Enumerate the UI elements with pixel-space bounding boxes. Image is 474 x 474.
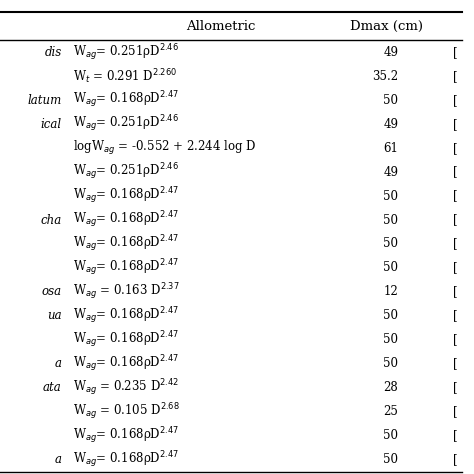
Text: latum: latum: [27, 94, 62, 107]
Text: [: [: [453, 333, 457, 346]
Text: a: a: [55, 357, 62, 370]
Text: W$_{ag}$= 0.251ρD$^{2.46}$: W$_{ag}$= 0.251ρD$^{2.46}$: [73, 114, 179, 135]
Text: W$_{ag}$ = 0.235 D$^{2.42}$: W$_{ag}$ = 0.235 D$^{2.42}$: [73, 377, 180, 398]
Text: [: [: [453, 310, 457, 322]
Text: Dmax (cm): Dmax (cm): [350, 19, 423, 33]
Text: 50: 50: [383, 453, 398, 466]
Text: W$_{ag}$= 0.168ρD$^{2.47}$: W$_{ag}$= 0.168ρD$^{2.47}$: [73, 210, 180, 230]
Text: W$_{t}$ = 0.291 D$^{2.260}$: W$_{t}$ = 0.291 D$^{2.260}$: [73, 67, 177, 86]
Text: 50: 50: [383, 94, 398, 107]
Text: 28: 28: [383, 381, 398, 394]
Text: W$_{ag}$= 0.168ρD$^{2.47}$: W$_{ag}$= 0.168ρD$^{2.47}$: [73, 329, 180, 350]
Text: cha: cha: [40, 213, 62, 227]
Text: [: [: [453, 142, 457, 155]
Text: W$_{ag}$ = 0.105 D$^{2.68}$: W$_{ag}$ = 0.105 D$^{2.68}$: [73, 401, 180, 422]
Text: 50: 50: [383, 333, 398, 346]
Text: Allometric: Allometric: [186, 19, 255, 33]
Text: [: [: [453, 94, 457, 107]
Text: W$_{ag}$= 0.168ρD$^{2.47}$: W$_{ag}$= 0.168ρD$^{2.47}$: [73, 186, 180, 206]
Text: [: [: [453, 285, 457, 299]
Text: [: [: [453, 190, 457, 202]
Text: W$_{ag}$= 0.168ρD$^{2.47}$: W$_{ag}$= 0.168ρD$^{2.47}$: [73, 90, 180, 110]
Text: [: [: [453, 46, 457, 59]
Text: [: [: [453, 118, 457, 131]
Text: W$_{ag}$= 0.251ρD$^{2.46}$: W$_{ag}$= 0.251ρD$^{2.46}$: [73, 162, 179, 182]
Text: 50: 50: [383, 310, 398, 322]
Text: 50: 50: [383, 262, 398, 274]
Text: W$_{ag}$= 0.168ρD$^{2.47}$: W$_{ag}$= 0.168ρD$^{2.47}$: [73, 306, 180, 326]
Text: 61: 61: [383, 142, 398, 155]
Text: W$_{ag}$= 0.251ρD$^{2.46}$: W$_{ag}$= 0.251ρD$^{2.46}$: [73, 42, 179, 63]
Text: logW$_{ag}$ = -0.552 + 2.244 log D: logW$_{ag}$ = -0.552 + 2.244 log D: [73, 139, 257, 157]
Text: 50: 50: [383, 357, 398, 370]
Text: [: [: [453, 381, 457, 394]
Text: 50: 50: [383, 237, 398, 250]
Text: 49: 49: [383, 118, 398, 131]
Text: [: [: [453, 405, 457, 418]
Text: [: [: [453, 165, 457, 179]
Text: [: [: [453, 237, 457, 250]
Text: 49: 49: [383, 165, 398, 179]
Text: W$_{ag}$= 0.168ρD$^{2.47}$: W$_{ag}$= 0.168ρD$^{2.47}$: [73, 234, 180, 254]
Text: [: [: [453, 213, 457, 227]
Text: W$_{ag}$= 0.168ρD$^{2.47}$: W$_{ag}$= 0.168ρD$^{2.47}$: [73, 354, 180, 374]
Text: 50: 50: [383, 190, 398, 202]
Text: [: [: [453, 453, 457, 466]
Text: 25: 25: [383, 405, 398, 418]
Text: 50: 50: [383, 213, 398, 227]
Text: 49: 49: [383, 46, 398, 59]
Text: 50: 50: [383, 429, 398, 442]
Text: W$_{ag}$= 0.168ρD$^{2.47}$: W$_{ag}$= 0.168ρD$^{2.47}$: [73, 258, 180, 278]
Text: ata: ata: [43, 381, 62, 394]
Text: W$_{ag}$ = 0.163 D$^{2.37}$: W$_{ag}$ = 0.163 D$^{2.37}$: [73, 282, 180, 302]
Text: [: [: [453, 70, 457, 83]
Text: osa: osa: [42, 285, 62, 299]
Text: ical: ical: [40, 118, 62, 131]
Text: 12: 12: [383, 285, 398, 299]
Text: a: a: [55, 453, 62, 466]
Text: ua: ua: [47, 310, 62, 322]
Text: 35.2: 35.2: [372, 70, 398, 83]
Text: W$_{ag}$= 0.168ρD$^{2.47}$: W$_{ag}$= 0.168ρD$^{2.47}$: [73, 425, 180, 446]
Text: [: [: [453, 262, 457, 274]
Text: W$_{ag}$= 0.168ρD$^{2.47}$: W$_{ag}$= 0.168ρD$^{2.47}$: [73, 449, 180, 470]
Text: [: [: [453, 357, 457, 370]
Text: dis: dis: [45, 46, 62, 59]
Text: [: [: [453, 429, 457, 442]
